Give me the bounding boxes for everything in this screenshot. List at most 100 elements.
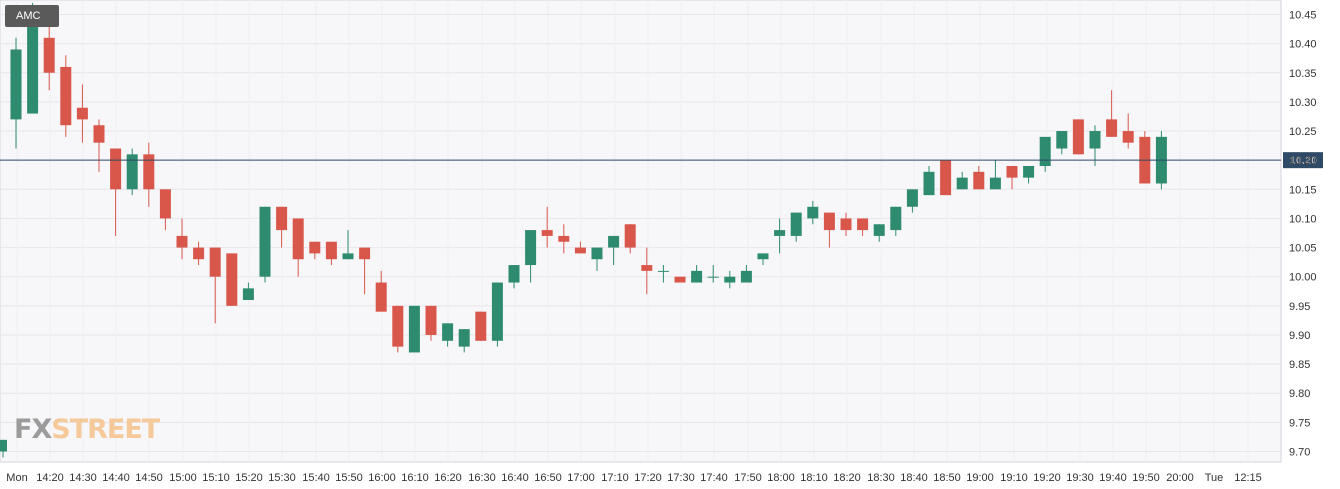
y-tick-label: 9.75 (1289, 417, 1310, 429)
candle (873, 224, 885, 242)
candle (193, 241, 205, 266)
candle (292, 218, 304, 277)
candle-body (574, 247, 586, 254)
candle (375, 270, 387, 312)
y-tick-label: 10.40 (1289, 39, 1317, 51)
logo-part-street: STREET (51, 414, 160, 445)
x-tick-label: 17:50 (734, 472, 762, 484)
candle (110, 148, 122, 236)
x-tick-label: 14:30 (69, 472, 97, 484)
plot-background (0, 0, 1282, 463)
candle (956, 171, 968, 190)
y-tick-label: 9.85 (1289, 359, 1310, 371)
x-axis: Mon 14:20 14:30 14:40 14:50 15:00 15:10 15:20 15… (6, 472, 1261, 484)
candle-body (143, 154, 155, 190)
candle (740, 265, 752, 283)
candle-body (10, 49, 22, 120)
candle (60, 55, 72, 137)
candle-body (541, 230, 553, 236)
x-tick-label: 19:00 (966, 472, 994, 484)
candle-body (226, 253, 238, 306)
x-tick-label: 18:30 (867, 472, 895, 484)
candle (143, 142, 155, 207)
candle (475, 311, 487, 341)
candle-body (325, 241, 337, 260)
candle (558, 224, 570, 254)
current-price-badge (1283, 152, 1323, 169)
x-tick-label: 17:10 (601, 472, 629, 484)
x-tick-label: Tue (1205, 472, 1224, 484)
y-tick-label: 10.10 (1289, 213, 1317, 225)
candle (574, 241, 586, 254)
candle (973, 165, 985, 190)
candle (1056, 131, 1068, 155)
candle-body (276, 206, 288, 231)
x-tick-label: 19:20 (1033, 472, 1061, 484)
y-tick-label: 10.30 (1289, 97, 1317, 109)
candle-body (375, 282, 387, 312)
candle-body (558, 235, 570, 242)
candle (1039, 136, 1051, 172)
candle-body (807, 206, 819, 219)
candle (641, 247, 653, 295)
x-tick-label: 18:50 (933, 472, 961, 484)
candle-body (1023, 165, 1035, 178)
candle (10, 37, 22, 149)
candle (940, 160, 952, 196)
candle-body (956, 177, 968, 190)
x-tick-label: 19:10 (1000, 472, 1028, 484)
candle (159, 189, 171, 231)
candle (76, 84, 88, 143)
x-tick-label: 14:20 (36, 472, 64, 484)
candle-body (1122, 131, 1134, 143)
x-tick-label: 17:30 (667, 472, 695, 484)
candle-body (657, 270, 669, 272)
candle-body (989, 177, 1001, 190)
candle-body (408, 305, 420, 353)
candle-body (126, 154, 138, 190)
candle (525, 230, 537, 283)
candle-body (76, 107, 88, 120)
x-tick-label: 15:50 (335, 472, 363, 484)
x-tick-label: 19:50 (1132, 472, 1160, 484)
candle (309, 241, 321, 260)
candle-body (923, 171, 935, 196)
candle-body (292, 218, 304, 260)
candle-body (176, 235, 188, 248)
candle-body (193, 247, 205, 260)
candle-body (359, 247, 371, 260)
candle-body (159, 189, 171, 219)
candle (43, 20, 55, 91)
candle-body (1106, 119, 1118, 137)
candle (1023, 165, 1035, 184)
current-price-label: 10.20 (1289, 155, 1317, 167)
candle (890, 206, 902, 236)
candle (242, 282, 254, 301)
candle-body (790, 212, 802, 236)
candle (608, 235, 620, 266)
x-tick-label: 15:40 (302, 472, 330, 484)
candle (392, 305, 404, 353)
candle-body (60, 66, 72, 126)
x-tick-label: 12:15 (1234, 472, 1262, 484)
candle (923, 165, 935, 196)
x-tick-label: 18:10 (800, 472, 828, 484)
candle-body (27, 14, 39, 114)
candle (1106, 90, 1118, 137)
candle (1089, 125, 1101, 166)
x-tick-label: 16:50 (534, 472, 562, 484)
candle-body (309, 241, 321, 254)
candle (707, 265, 719, 283)
y-tick-label: 10.15 (1289, 184, 1317, 196)
candle (857, 218, 869, 236)
y-tick-label: 10.25 (1289, 126, 1317, 138)
candle-body (93, 125, 105, 143)
x-tick-label: 15:10 (202, 472, 230, 484)
logo-part-fx: FX (14, 414, 52, 445)
candle-body (458, 329, 470, 347)
candle-body (242, 288, 254, 301)
candle (259, 206, 271, 283)
x-tick-label: 16:00 (368, 472, 396, 484)
